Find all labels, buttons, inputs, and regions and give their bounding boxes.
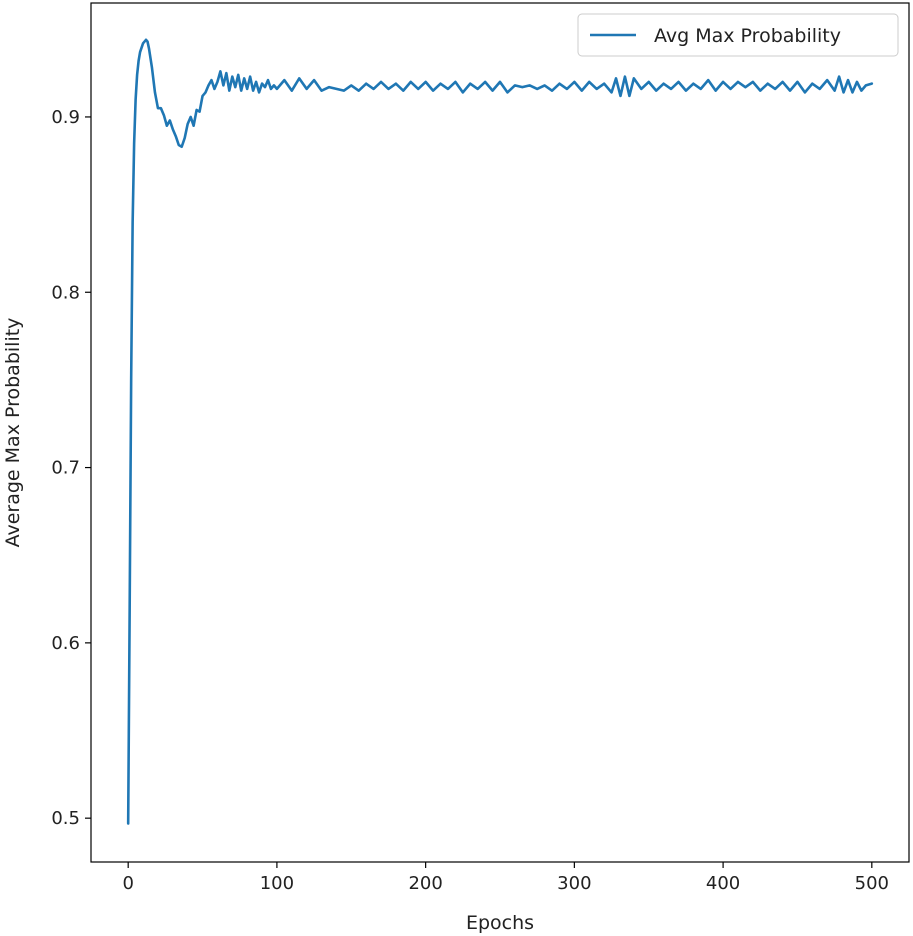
x-axis: 0 100 200 300 400 500 <box>122 862 889 894</box>
x-tick-label: 300 <box>557 873 591 894</box>
legend: Avg Max Probability <box>577 13 899 57</box>
x-axis-title: Epochs <box>466 912 534 934</box>
x-tick-label: 100 <box>260 873 294 894</box>
plot-area <box>126 38 874 825</box>
y-tick-label: 0.6 <box>51 633 80 654</box>
y-tick-label: 0.9 <box>51 107 80 128</box>
y-axis-title: Average Max Probability <box>2 318 24 548</box>
x-tick-label: 500 <box>855 873 889 894</box>
axes-frame <box>90 2 910 863</box>
x-tick-label: 400 <box>706 873 740 894</box>
legend-label: Avg Max Probability <box>654 25 841 47</box>
y-axis: 0.5 0.6 0.7 0.8 0.9 <box>51 107 91 829</box>
series-line <box>126 38 874 825</box>
x-tick-label: 0 <box>122 873 133 894</box>
y-tick-label: 0.8 <box>51 282 80 303</box>
legend-box <box>577 13 899 57</box>
x-tick-label: 200 <box>408 873 442 894</box>
y-tick-label: 0.5 <box>51 808 80 829</box>
y-tick-label: 0.7 <box>51 458 80 479</box>
